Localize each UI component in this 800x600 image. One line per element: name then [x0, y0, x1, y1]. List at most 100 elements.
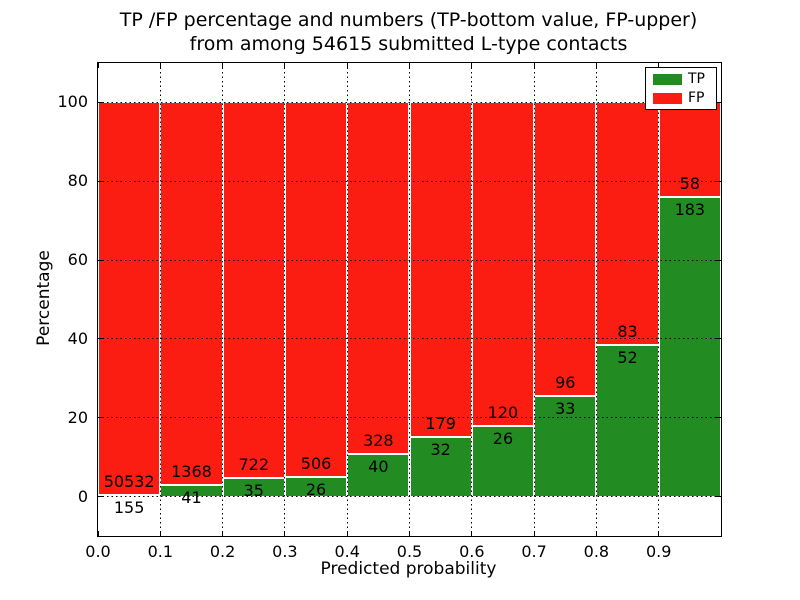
- grid-line-vertical: [533, 63, 535, 536]
- x-tick-label: 0.1: [147, 542, 174, 561]
- tp-count-label: 32: [430, 439, 451, 459]
- grid-line-vertical: [658, 63, 660, 536]
- bar-segment-fp: [471, 102, 535, 427]
- y-tick-label: 100: [57, 92, 88, 112]
- bar-segment-tp: [160, 485, 223, 497]
- tp-count-label: 26: [305, 480, 327, 500]
- x-tick-mark: [658, 531, 660, 536]
- legend-label-tp: TP: [688, 71, 705, 87]
- grid-line-vertical: [159, 63, 161, 536]
- tp-count-label: 155: [113, 498, 145, 518]
- y-tick-mark-right: [716, 338, 721, 340]
- bar-segment-tp: [222, 478, 285, 497]
- x-tick-mark: [159, 531, 161, 536]
- bar-segment-fp: [98, 102, 161, 496]
- y-tick-mark-right: [716, 101, 721, 103]
- y-tick-mark-right: [716, 417, 721, 419]
- grid-line-vertical: [222, 63, 224, 536]
- fp-count-label: 96: [555, 372, 576, 392]
- x-tick-mark-top: [471, 63, 473, 68]
- x-tick-mark: [284, 531, 286, 536]
- x-tick-mark-top: [346, 63, 348, 68]
- x-tick-label: 0.7: [521, 542, 547, 561]
- x-tick-label: 0.6: [459, 542, 485, 561]
- x-tick-label: 0.9: [645, 542, 672, 561]
- bar-segment-fp: [222, 102, 285, 479]
- y-tick-mark-right: [716, 259, 721, 261]
- fp-count-label: 83: [617, 321, 638, 341]
- tp-count-label: 26: [492, 429, 514, 449]
- x-tick-mark-top: [97, 63, 99, 68]
- grid-line-vertical: [595, 63, 597, 536]
- y-tick-mark: [98, 496, 103, 498]
- legend-label-fp: FP: [688, 90, 705, 106]
- fp-count-label: 1368: [171, 462, 212, 482]
- x-tick-mark: [720, 531, 722, 536]
- x-tick-mark-top: [720, 63, 722, 68]
- bar-segment-fp: [347, 102, 410, 454]
- bar-segment-tp: [596, 344, 659, 497]
- x-tick-label: 0.0: [85, 542, 111, 561]
- bar-segment-tp: [347, 453, 410, 497]
- y-tick-mark-right: [716, 180, 721, 182]
- tp-count-label: 183: [674, 200, 706, 220]
- tp-count-label: 40: [368, 456, 389, 476]
- y-tick-mark: [98, 259, 103, 261]
- tp-count-label: 41: [181, 488, 202, 508]
- bar-segment-tp: [471, 426, 535, 497]
- bar-segment-fp: [409, 102, 472, 437]
- legend-swatch-tp: [653, 74, 682, 85]
- x-tick-mark: [222, 531, 224, 536]
- fp-count-label: 328: [363, 430, 394, 450]
- y-tick-mark: [98, 417, 103, 419]
- y-tick-label: 40: [67, 328, 88, 348]
- y-tick-mark: [98, 180, 103, 182]
- x-tick-label: 0.2: [209, 542, 236, 561]
- y-tick-mark: [98, 338, 103, 340]
- chart-title-line2: from among 54615 submitted L-type contac…: [189, 33, 628, 55]
- x-tick-label: 0.4: [334, 542, 360, 561]
- x-tick-mark-top: [284, 63, 286, 68]
- fp-count-label: 722: [238, 455, 270, 475]
- y-tick-mark-right: [716, 496, 721, 498]
- fp-count-label: 179: [425, 413, 456, 433]
- tp-count-label: 52: [617, 347, 638, 367]
- grid-line-vertical: [409, 63, 410, 536]
- fp-count-label: 50532: [103, 472, 155, 492]
- bar-segment-fp: [160, 102, 223, 486]
- x-tick-mark-top: [409, 63, 410, 68]
- chart-title: TP /FP percentage and numbers (TP-bottom…: [97, 8, 720, 56]
- y-tick-mark: [98, 101, 103, 103]
- plot-area: 0.0 0.1 0.2 0.3 0.4 0.5 0.6 0.7 0.8 0.9 0 20 40 60 80 1…: [57, 62, 722, 561]
- chart-title-line1: TP /FP percentage and numbers (TP-bottom…: [119, 9, 698, 31]
- bar-segment-tp: [409, 436, 472, 497]
- x-axis-label: Predicted probability: [320, 559, 497, 579]
- x-tick-mark-top: [222, 63, 224, 68]
- x-tick-mark: [409, 531, 410, 536]
- fp-count-label: 506: [300, 454, 332, 474]
- bar-segment-fp: [534, 102, 597, 396]
- grid-line-vertical: [346, 63, 348, 536]
- tp-count-label: 33: [555, 398, 576, 418]
- bar-segment-fp: [596, 102, 659, 345]
- legend-swatch-fp: [653, 93, 682, 104]
- tp-count-label: 35: [243, 481, 264, 501]
- legend-entry-tp: TP: [646, 71, 716, 87]
- bar-segment-fp: [284, 102, 348, 478]
- x-tick-mark: [346, 531, 348, 536]
- x-tick-mark-top: [595, 63, 597, 68]
- x-tick-mark: [533, 531, 535, 536]
- legend-entry-fp: FP: [646, 90, 716, 106]
- x-tick-mark-top: [159, 63, 161, 68]
- x-tick-label: 0.8: [583, 542, 610, 561]
- fp-count-label: 58: [679, 174, 701, 194]
- bar-segment-tp: [284, 477, 348, 497]
- x-tick-mark-top: [658, 63, 660, 68]
- x-tick-label: 0.5: [396, 542, 423, 561]
- bar-segment-tp: [658, 197, 721, 497]
- fp-count-label: 120: [487, 403, 519, 423]
- x-tick-mark: [595, 531, 597, 536]
- y-tick-label: 0: [77, 486, 88, 506]
- grid-line-vertical: [471, 63, 473, 536]
